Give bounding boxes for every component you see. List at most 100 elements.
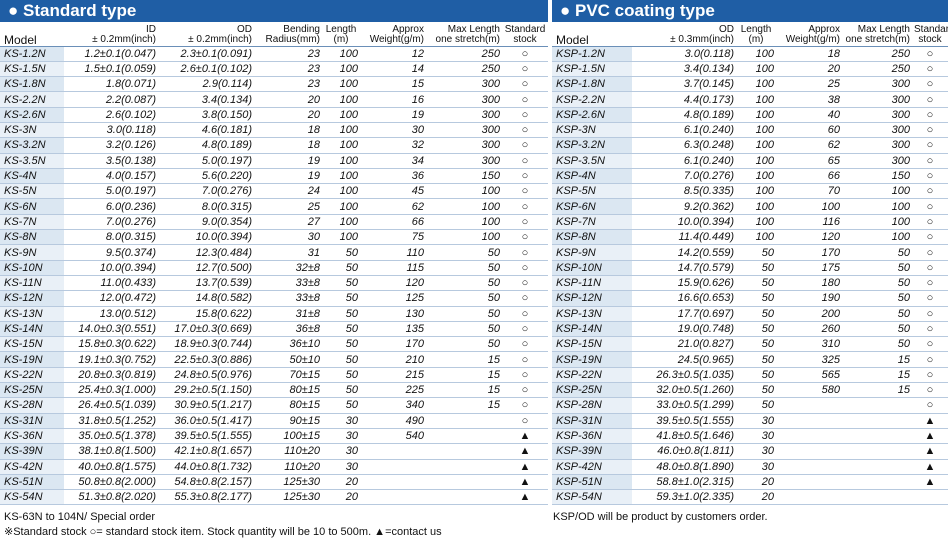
value-cell: 50 <box>426 321 502 338</box>
value-cell: 33.0±0.5(1.299) <box>632 397 736 414</box>
table-row: KS-14N 14.0±0.3(0.551) 17.0±0.3(0.669) 36±8… <box>0 321 548 338</box>
value-cell: 50 <box>322 321 360 338</box>
value-cell: 11.4(0.449) <box>632 229 736 246</box>
table-row: KSP-7N 10.0(0.394) 100 116 100 ○ <box>552 214 948 231</box>
model-cell: KSP-15N <box>552 336 632 353</box>
value-cell: 100 <box>736 153 776 169</box>
stock-cell <box>912 489 948 506</box>
value-cell: 300 <box>426 122 502 139</box>
value-cell: 300 <box>842 107 912 123</box>
model-cell: KSP-11N <box>552 275 632 292</box>
value-cell: 19 <box>254 153 322 169</box>
value-cell: 50 <box>736 306 776 322</box>
value-cell: 15.8±0.3(0.622) <box>64 336 158 353</box>
stock-cell: ○ <box>502 260 548 276</box>
model-cell: KSP-12N <box>552 290 632 307</box>
value-cell: 19 <box>254 168 322 185</box>
table-row: KSP-12N 16.6(0.653) 50 190 50 ○ <box>552 290 948 307</box>
stock-cell: ○ <box>502 413 548 429</box>
stock-cell: ○ <box>502 168 548 185</box>
value-cell: 20 <box>736 489 776 506</box>
special-order-note: KS-63N to 104N/ Special order <box>4 511 156 523</box>
standard-table-body: KS-1.2N 1.2±0.1(0.047) 2.3±0.1(0.091) 23 100… <box>0 46 548 506</box>
stock-cell: ○ <box>502 91 548 108</box>
value-cell: 100 <box>736 76 776 93</box>
value-cell: 100 <box>736 61 776 78</box>
value-cell: 58.8±1.0(2.315) <box>632 474 736 491</box>
value-cell: 100 <box>426 183 502 200</box>
model-cell: KS-5N <box>0 183 64 200</box>
table-row: KSP-1.5N 3.4(0.134) 100 20 250 ○ <box>552 61 948 78</box>
value-cell: 50 <box>322 244 360 261</box>
table-row: KS-54N 51.3±0.8(2.020) 55.3±0.8(2.177) 125±… <box>0 489 548 506</box>
value-cell: 27 <box>254 214 322 231</box>
value-cell: 17.0±0.3(0.669) <box>158 321 254 338</box>
value-cell: 325 <box>776 351 842 368</box>
value-cell: 50 <box>842 306 912 322</box>
stock-cell: ○ <box>502 382 548 399</box>
table-row: KSP-22N 26.3±0.5(1.035) 50 565 15 ○ <box>552 367 948 384</box>
model-cell: KS-3.2N <box>0 137 64 154</box>
value-cell <box>426 474 502 491</box>
value-cell: 540 <box>360 428 426 445</box>
table-row: KS-1.2N 1.2±0.1(0.047) 2.3±0.1(0.091) 23 100… <box>0 46 548 62</box>
value-cell: 50±10 <box>254 351 322 368</box>
pvc-coating-panel: ● PVC coating type Model OD ± 0.3mm(inch)… <box>552 0 948 506</box>
value-cell: 4.4(0.173) <box>632 91 736 108</box>
value-cell: 36 <box>360 168 426 185</box>
value-cell: 135 <box>360 321 426 338</box>
value-cell: 8.0(0.315) <box>158 198 254 215</box>
value-cell: 15 <box>360 76 426 93</box>
stock-cell: ○ <box>502 336 548 353</box>
stock-cell: ○ <box>502 290 548 307</box>
table-row: KS-19N 19.1±0.3(0.752) 22.5±0.3(0.886) 50±1… <box>0 351 548 368</box>
value-cell: 16 <box>360 91 426 108</box>
standard-type-title: ● Standard type <box>0 0 548 22</box>
model-cell: KSP-19N <box>552 351 632 368</box>
value-cell: 44.0±0.8(1.732) <box>158 459 254 475</box>
table-row: KSP-13N 17.7(0.697) 50 200 50 ○ <box>552 306 948 322</box>
value-cell <box>360 489 426 506</box>
value-cell: 30 <box>322 459 360 475</box>
value-cell: 30 <box>322 413 360 429</box>
value-cell: 31 <box>254 244 322 261</box>
header-max-length: Max Length one stretch(m) <box>435 23 500 45</box>
value-cell <box>776 459 842 475</box>
model-cell: KS-10N <box>0 260 64 276</box>
table-row: KS-13N 13.0(0.512) 15.8(0.622) 31±8 50 130 50 ○ <box>0 306 548 322</box>
model-cell: KSP-25N <box>552 382 632 399</box>
value-cell: 30 <box>360 122 426 139</box>
value-cell: 100 <box>736 46 776 62</box>
table-row: KSP-8N 11.4(0.449) 100 120 100 ○ <box>552 229 948 246</box>
stock-cell: ○ <box>912 351 948 368</box>
value-cell: 30.9±0.5(1.217) <box>158 397 254 414</box>
table-row: KS-8N 8.0(0.315) 10.0(0.394) 30 100 75 100 ○ <box>0 229 548 246</box>
stock-cell: ▲ <box>912 428 948 445</box>
stock-cell: ○ <box>502 321 548 338</box>
value-cell: 5.6(0.220) <box>158 168 254 185</box>
value-cell: 30 <box>322 428 360 445</box>
value-cell: 23 <box>254 61 322 78</box>
value-cell: 32.0±0.5(1.260) <box>632 382 736 399</box>
stock-cell: ○ <box>912 183 948 200</box>
value-cell: 100 <box>736 137 776 154</box>
value-cell: 33±8 <box>254 275 322 292</box>
value-cell: 18.9±0.3(0.744) <box>158 336 254 353</box>
model-cell: KS-31N <box>0 413 64 429</box>
stock-cell: ○ <box>912 153 948 169</box>
value-cell: 116 <box>776 214 842 231</box>
value-cell: 13.7(0.539) <box>158 275 254 292</box>
stock-cell: ○ <box>912 229 948 246</box>
value-cell: 3.0(0.118) <box>632 46 736 62</box>
value-cell: 180 <box>776 275 842 292</box>
value-cell: 100 <box>842 198 912 215</box>
model-cell: KSP-4N <box>552 168 632 185</box>
value-cell <box>776 428 842 445</box>
value-cell <box>426 428 502 445</box>
value-cell: 3.4(0.134) <box>158 91 254 108</box>
value-cell: 4.8(0.189) <box>632 107 736 123</box>
table-row: KSP-5N 8.5(0.335) 100 70 100 ○ <box>552 183 948 200</box>
model-cell: KSP-54N <box>552 489 632 506</box>
model-cell: KS-11N <box>0 275 64 292</box>
table-row: KS-15N 15.8±0.3(0.622) 18.9±0.3(0.744) 36±1… <box>0 336 548 353</box>
